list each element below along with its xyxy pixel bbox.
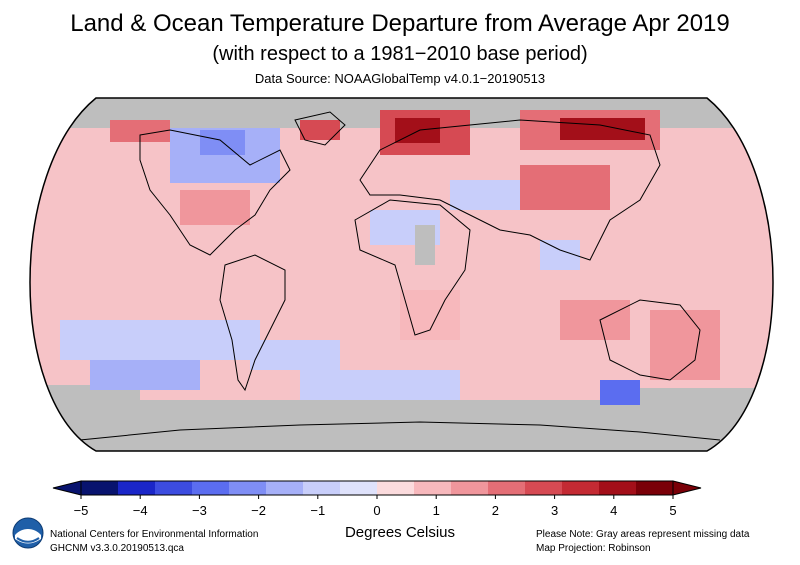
cool-patch-indian-ocean [540, 240, 580, 270]
missing-patch [600, 388, 773, 403]
legend-arrow-high [672, 480, 702, 496]
legend-swatch [599, 481, 637, 495]
legend-swatch [451, 481, 489, 495]
legend-tick-label: −3 [192, 503, 207, 518]
warm-patch-asia [520, 165, 610, 210]
africa-coast [354, 199, 471, 336]
credit-right: Please Note: Gray areas represent missin… [536, 528, 749, 556]
antarctic-missing [30, 400, 773, 451]
cool-patch-southern-ocean [300, 370, 460, 400]
legend-swatch [377, 481, 415, 495]
warm-patch-alaska [110, 120, 170, 142]
legend-swatch [414, 481, 452, 495]
org-name: National Centers for Environmental Infor… [50, 529, 259, 540]
warm-patch-indian [560, 300, 630, 340]
noaa-logo-icon [12, 517, 44, 549]
legend-swatch [303, 481, 341, 495]
map-subtitle: (with respect to a 1981−2010 base period… [212, 43, 588, 65]
legend-swatches [52, 480, 702, 496]
legend-swatch [562, 481, 600, 495]
cold-patch-southern-ocean [600, 380, 640, 405]
cool-patch-middle-east [450, 180, 520, 210]
cool-patch-south-atlantic [250, 340, 340, 370]
cool-patch-south-pacific [60, 320, 260, 360]
legend-tick-label: −4 [133, 503, 148, 518]
legend-tick-label: −2 [251, 503, 266, 518]
missing-data-note: Please Note: Gray areas represent missin… [536, 529, 750, 540]
south-america-coast [219, 254, 286, 392]
eurasia-coast [359, 119, 661, 261]
legend-swatch [118, 481, 156, 495]
legend-ticks: −5 −4 −3 −2 −1 0 1 2 3 4 5 [74, 495, 677, 518]
legend-swatch [340, 481, 378, 495]
warm-patch-greenland [300, 120, 340, 140]
warm-patch-atlantic [180, 190, 250, 225]
legend-swatch [488, 481, 526, 495]
warm-patch-africa [400, 290, 460, 340]
legend-swatch [266, 481, 304, 495]
legend-tick-label: 0 [373, 503, 380, 518]
cool-patch-south-pacific [90, 360, 200, 390]
legend-units: Degrees Celsius [344, 524, 456, 541]
legend-arrow-low [52, 480, 82, 496]
legend-swatch [155, 481, 193, 495]
map-title: Land & Ocean Temperature Departure from … [70, 10, 730, 37]
australia-coast [599, 299, 701, 381]
legend-tick-label: −5 [74, 503, 89, 518]
legend-tick-label: 3 [551, 503, 558, 518]
globe-outline [29, 97, 774, 452]
legend-tick-label: 4 [610, 503, 617, 518]
legend-swatch [81, 481, 119, 495]
missing-patch-central-africa [415, 225, 435, 265]
north-america-coast [139, 129, 291, 256]
data-source: Data Source: NOAAGlobalTemp v4.0.1−20190… [254, 71, 546, 86]
legend-swatch [525, 481, 563, 495]
greenland-coast [294, 111, 346, 146]
legend-tick-label: 2 [492, 503, 499, 518]
coastlines [79, 111, 721, 441]
legend-swatch [192, 481, 230, 495]
legend-tick-label: 1 [433, 503, 440, 518]
credit-left: National Centers for Environmental Infor… [50, 528, 258, 556]
legend-swatch [636, 481, 674, 495]
dataset-name: GHCNM v3.3.0.20190513.qca [50, 543, 184, 554]
projection-note: Map Projection: Robinson [536, 543, 651, 554]
legend-swatch [229, 481, 267, 495]
legend-tick-label: −1 [310, 503, 325, 518]
legend-tick-label: 5 [669, 503, 676, 518]
antarctica-coast [79, 421, 721, 441]
